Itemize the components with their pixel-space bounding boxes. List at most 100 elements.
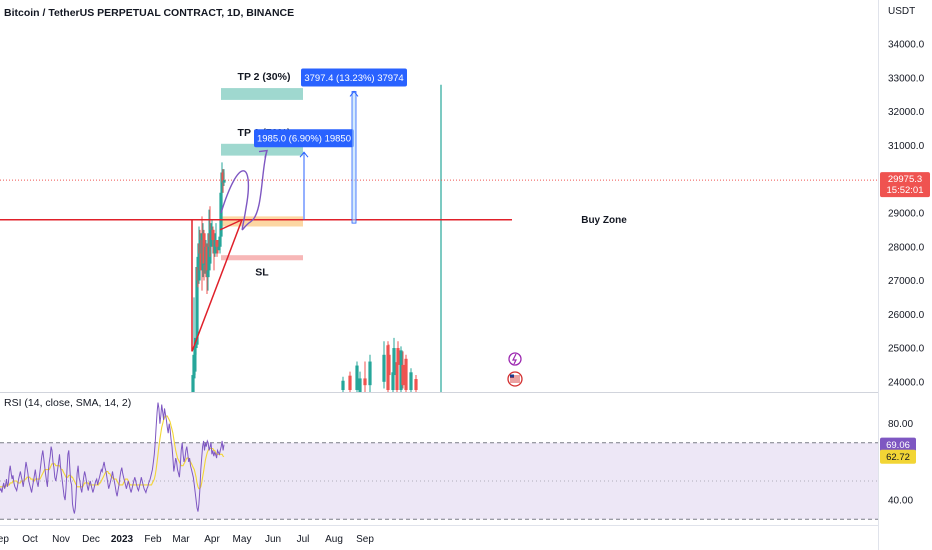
sl-label: SL [255,266,269,278]
candle [197,243,201,281]
projection-arrowhead [258,149,268,158]
candle [194,344,198,349]
candle [404,358,408,390]
flag-canton [510,374,514,378]
rsi-pane [0,402,878,520]
tp1-zone [221,143,303,156]
candle [205,246,209,278]
sl-zone [221,255,303,261]
rsi-line [0,402,225,514]
price-badge-countdown: 15:52:01 [887,185,924,196]
rsi-value-badge [880,437,916,452]
projection-path [220,150,268,231]
candle [211,229,215,241]
measure-tp2-box [301,68,407,87]
tp2-label: TP 2 (30%) [238,71,291,83]
candle [215,240,219,247]
candle [382,354,386,382]
candle [213,240,217,254]
y-tick-label: 27000.0 [888,276,925,287]
rsi-band [0,442,878,520]
rsi-y-tick-label: 40.00 [888,496,913,507]
candle [202,233,206,264]
y-tick-label: 28000.0 [888,242,925,253]
candle [209,229,213,247]
x-tick-label: Nov [52,534,70,545]
x-tick-label: Sep [356,534,374,545]
candle [218,236,222,247]
candle [195,267,199,345]
candle [217,246,221,251]
y-tick-label: 31000.0 [888,141,925,152]
candle [355,365,359,390]
price-badge [880,172,930,198]
candle [368,361,372,386]
candle [219,192,223,237]
candle [222,180,226,183]
measure-tp1-arrowhead [299,151,309,158]
triangle-hypotenuse [191,219,243,352]
candle [191,375,195,392]
candle [409,372,413,390]
price-badge-value: 29975.3 [888,174,922,185]
drawings: 1985.0 (6.90%) 19850 3797.4 (13.23%) 3797… [0,68,878,387]
measure-tp1-label: 1985.0 (6.90%) 19850 [257,134,351,145]
currency-label: USDT [888,6,915,17]
lightning-icon [508,352,522,366]
candle [221,172,225,183]
candle [341,380,345,390]
candle [392,348,396,376]
candle [192,354,196,376]
candle [207,233,211,271]
candle [358,378,362,392]
x-tick-label: 2023 [111,534,134,545]
candle [396,348,400,365]
x-tick-label: Aug [325,534,343,545]
candle [391,372,395,390]
y-tick-label: 32000.0 [888,107,925,118]
y-tick-label: 25000.0 [888,344,925,355]
x-tick-label: Mar [172,534,190,545]
rsi-title: RSI (14, close, SMA, 14, 2) [4,397,132,409]
candle [203,263,207,265]
candle [206,270,210,278]
candle [348,375,352,390]
rsi-ma-badge [880,449,916,464]
x-tick-label: Feb [144,534,162,545]
y-tick-label: 29000.0 [888,209,925,220]
lightning-bolt [512,353,517,365]
measure-tp2-range [351,91,357,224]
rsi-ma-label: 62.72 [886,452,910,463]
y-tick-label: 26000.0 [888,310,925,321]
x-tick-label: Apr [204,534,220,545]
rsi-value-label: 69.06 [886,440,910,451]
rsi-y-tick-label: 80.00 [888,419,913,430]
y-tick-label: 33000.0 [888,73,925,84]
x-tick-label: Jul [297,534,310,545]
candle [193,348,197,355]
candle [399,350,403,390]
measure-tp1-box [254,129,354,148]
x-tick-label: Oct [22,534,38,545]
buy-zone-label: Buy Zone [581,215,627,226]
x-tick-label: Jun [265,534,281,545]
y-tick-label: 24000.0 [888,377,925,388]
x-tick-label: Sep [0,534,9,545]
candle [363,378,367,386]
measure-tp2-arrowhead [349,90,359,97]
candle [414,379,418,390]
chart-title: Bitcoin / TetherUS PERPETUAL CONTRACT, 1… [4,7,295,19]
measure-tp2-label: 3797.4 (13.23%) 37974 [304,73,403,84]
triangle-tip [219,219,243,231]
us-flag-icon [507,371,523,387]
x-tick-label: Dec [82,534,100,545]
y-tick-label: 34000.0 [888,40,925,51]
buy-zone [221,216,303,227]
candles [191,84,442,392]
tp2-zone [221,88,303,100]
candle [387,354,391,376]
candle [395,362,399,390]
